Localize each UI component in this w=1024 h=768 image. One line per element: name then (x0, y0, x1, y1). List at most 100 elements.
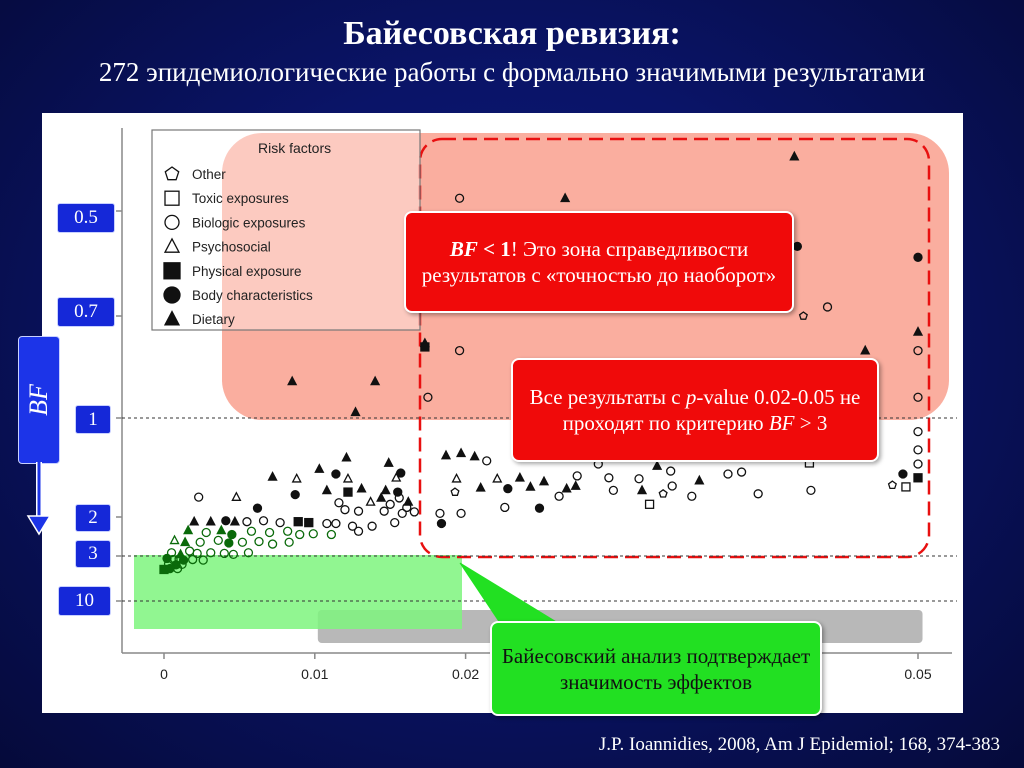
data-point (753, 489, 763, 499)
data-point (367, 521, 377, 531)
data-point (572, 471, 582, 481)
data-point (326, 529, 337, 540)
data-point (321, 484, 332, 495)
data-point (423, 392, 433, 402)
data-point (243, 548, 254, 558)
citation: J.P. Ioannidies, 2008, Am J Epidemiol; 1… (598, 734, 1000, 755)
data-point (331, 518, 341, 529)
data-point (397, 508, 407, 519)
data-point (500, 502, 510, 513)
data-point (514, 472, 525, 482)
data-point (219, 548, 229, 559)
x-tick-label: 0.01 (301, 666, 328, 682)
callout-red-zone: BF < 1! Это зона справедливости результа… (404, 211, 794, 313)
data-point (913, 426, 923, 437)
data-point (322, 518, 332, 529)
data-point (561, 482, 572, 493)
data-point (341, 451, 352, 462)
data-point (454, 345, 465, 356)
legend-marker (164, 190, 180, 206)
data-point (343, 487, 353, 497)
data-point (184, 546, 195, 556)
legend-entry: Biologic exposures (192, 215, 306, 230)
data-point (554, 491, 564, 501)
x-tick-label: 0.02 (452, 666, 479, 682)
data-point (228, 549, 239, 560)
callout-bayes: Байесовский анализ подтверждает значимос… (490, 621, 822, 716)
data-point (723, 469, 733, 479)
data-point (252, 503, 263, 513)
data-point (736, 467, 747, 477)
data-point (913, 459, 923, 469)
data-point (195, 537, 205, 547)
data-point (450, 487, 460, 496)
data-point (634, 474, 644, 484)
data-point (192, 548, 202, 559)
data-point (534, 503, 545, 513)
data-point (454, 193, 465, 203)
data-point (379, 506, 389, 516)
bf-tick-label: 0.7 (57, 297, 115, 327)
data-point (860, 344, 871, 355)
data-point (376, 492, 387, 502)
legend-title: Risk factors (258, 140, 331, 156)
data-point (267, 471, 278, 481)
callout-pvalue: Все результаты с p-value 0.02-0.05 не пр… (511, 358, 879, 462)
data-point (913, 473, 923, 483)
data-point (636, 484, 648, 495)
data-point (492, 472, 503, 483)
data-point (172, 563, 183, 574)
data-point (901, 482, 911, 492)
data-point (658, 488, 668, 498)
data-point (394, 493, 404, 503)
data-point (435, 508, 445, 519)
data-point (254, 536, 264, 547)
data-point (356, 482, 367, 493)
data-point (604, 473, 614, 483)
bf-tick-label: 2 (75, 504, 111, 532)
data-point (475, 481, 486, 492)
data-point (334, 498, 344, 508)
data-point (385, 499, 395, 509)
data-point (291, 472, 302, 483)
data-point (370, 375, 381, 386)
data-point (229, 515, 240, 526)
data-point (206, 548, 216, 558)
data-point (402, 502, 412, 513)
data-point (290, 489, 300, 500)
data-point (201, 527, 211, 538)
data-point (165, 563, 175, 574)
data-point (365, 496, 376, 506)
data-point (798, 311, 808, 320)
legend-entry: Body characteristics (192, 288, 313, 303)
data-point (383, 457, 394, 467)
data-point (887, 480, 897, 490)
data-point (792, 241, 803, 252)
bf-tick-label: 10 (58, 586, 111, 616)
data-point (667, 481, 677, 491)
bf-arrow-icon (26, 462, 52, 536)
slide-title: Байесовская ревизия: (343, 15, 681, 52)
data-point (913, 392, 923, 402)
data-point (194, 492, 204, 502)
data-point (570, 480, 581, 490)
data-point (188, 554, 198, 565)
data-point (242, 517, 252, 527)
data-point (353, 526, 364, 536)
legend-entry: Psychosocial (192, 240, 271, 255)
data-point (221, 516, 231, 526)
data-point (224, 538, 234, 548)
data-point (169, 534, 180, 545)
data-point (687, 491, 697, 501)
bf-axis-label: BF (18, 336, 60, 464)
data-point (331, 469, 341, 479)
data-point (789, 150, 800, 161)
data-point (246, 526, 257, 536)
data-point (227, 529, 237, 540)
pvalue-dashed-region (418, 137, 931, 559)
data-point (451, 472, 462, 483)
data-point (666, 466, 676, 476)
green-zone-region (134, 555, 462, 629)
legend-marker (163, 286, 181, 304)
data-point (304, 517, 314, 528)
